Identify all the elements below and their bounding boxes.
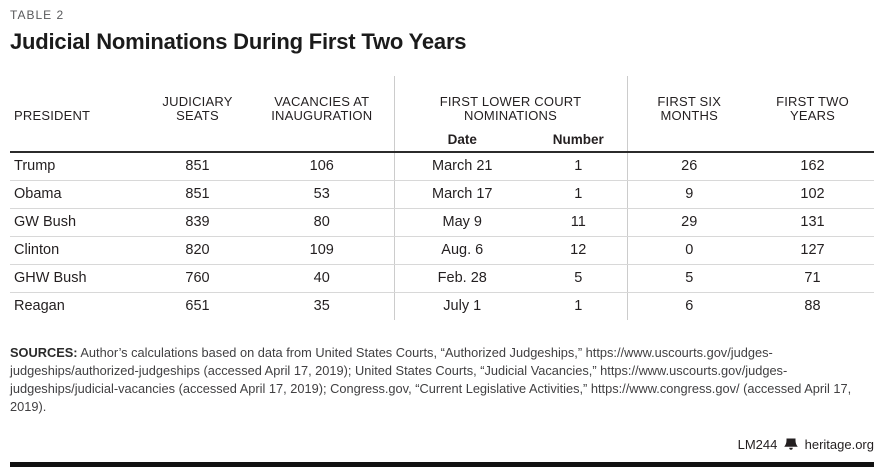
cell-date: May 9	[393, 208, 530, 237]
cell-first-six-months: 0	[626, 236, 751, 265]
cell-vacancies: 53	[250, 180, 394, 209]
site-name: heritage.org	[804, 436, 874, 452]
report-table-figure: TABLE 2 Judicial Nominations During Firs…	[10, 8, 874, 453]
cell-judiciary-seats: 839	[145, 208, 250, 237]
cell-president: GW Bush	[10, 208, 145, 237]
cell-judiciary-seats: 651	[185, 298, 210, 315]
cell-first-six-months: 5	[626, 264, 751, 293]
cell-number: 1	[530, 180, 627, 209]
cell-number: 11	[530, 208, 627, 237]
table-row-obama: Obama 851 53 March 17 1 9 102	[10, 180, 874, 209]
col-header-president: PRESIDENT	[14, 108, 91, 123]
cell-president: Trump	[10, 152, 145, 181]
cell-president: Reagan	[14, 298, 65, 315]
cell-first-two-years: 71	[751, 264, 874, 293]
table-row-reagan: Reagan 651 35 July 1 1 6 88	[10, 292, 874, 320]
sources-note: SOURCES: Author’s calculations based on …	[10, 344, 874, 417]
cell-date: March 17	[393, 180, 530, 209]
document-id: LM244	[737, 436, 778, 452]
cell-vacancies: 35	[313, 298, 330, 315]
cell-number: 5	[530, 264, 627, 293]
table-number-label: TABLE 2	[10, 8, 65, 22]
cell-date: March 21	[393, 152, 530, 181]
cell-first-six-months: 26	[626, 152, 751, 181]
header-spacer	[751, 128, 874, 153]
cell-judiciary-seats: 760	[145, 264, 250, 293]
cell-first-two-years: 127	[751, 236, 874, 265]
cell-judiciary-seats: 851	[145, 152, 250, 181]
cell-judiciary-seats: 851	[145, 180, 250, 209]
table-row-gw-bush: GW Bush 839 80 May 9 11 29 131	[10, 208, 874, 237]
col-header-vacancies: VACANCIES AT INAUGURATION	[271, 94, 373, 123]
table-row-clinton: Clinton 820 109 Aug. 6 12 0 127	[10, 236, 874, 265]
cell-date: Feb. 28	[393, 264, 530, 293]
cell-vacancies: 106	[250, 152, 394, 181]
cell-president: Obama	[10, 180, 145, 209]
cell-judiciary-seats: 820	[145, 236, 250, 265]
table-header: PRESIDENT JUDICIARY SEATS VACANCIES AT I…	[10, 76, 874, 153]
cell-first-six-months: 9	[626, 180, 751, 209]
page-title: Judicial Nominations During First Two Ye…	[10, 29, 467, 54]
cell-number: 12	[530, 236, 627, 265]
cell-date: July 1	[393, 292, 530, 320]
cell-vacancies: 80	[250, 208, 394, 237]
cell-first-six-months: 29	[626, 208, 751, 237]
cell-president: Clinton	[10, 236, 145, 265]
col-header-first-six-months: FIRST SIX MONTHS	[626, 76, 751, 128]
judicial-nominations-table: PRESIDENT JUDICIARY SEATS VACANCIES AT I…	[10, 76, 874, 320]
bottom-rule-bar	[10, 462, 874, 467]
subcol-header-date: Date	[393, 128, 530, 153]
col-header-first-two-years: FIRST TWO YEARS	[776, 94, 849, 123]
heritage-bell-icon	[784, 438, 798, 453]
cell-first-two-years: 102	[751, 180, 874, 209]
table-body: Trump 851 106 March 21 1 26 162 Obama 85…	[10, 152, 874, 320]
header-spacer	[626, 128, 751, 153]
sources-label: SOURCES:	[10, 345, 78, 360]
sources-text: Author’s calculations based on data from…	[10, 345, 852, 415]
col-header-judiciary-seats: JUDICIARY SEATS	[162, 94, 233, 123]
cell-vacancies: 40	[250, 264, 394, 293]
cell-first-two-years: 131	[751, 208, 874, 237]
table-row-ghw-bush: GHW Bush 760 40 Feb. 28 5 5 71	[10, 264, 874, 293]
cell-number: 1	[574, 298, 583, 315]
cell-number: 1	[530, 152, 627, 181]
cell-first-six-months: 6	[626, 292, 751, 320]
table-row-trump: Trump 851 106 March 21 1 26 162	[10, 152, 874, 181]
col-group-header-first-lower-court: FIRST LOWER COURT NOMINATIONS	[393, 76, 627, 128]
figure-credit: LM244 heritage.org	[10, 437, 874, 453]
cell-president: GHW Bush	[10, 264, 145, 293]
cell-first-two-years: 88	[804, 298, 821, 315]
header-spacer	[10, 128, 394, 153]
cell-date: Aug. 6	[393, 236, 530, 265]
subcol-header-number: Number	[530, 128, 627, 153]
cell-vacancies: 109	[250, 236, 394, 265]
cell-first-two-years: 162	[751, 152, 874, 181]
